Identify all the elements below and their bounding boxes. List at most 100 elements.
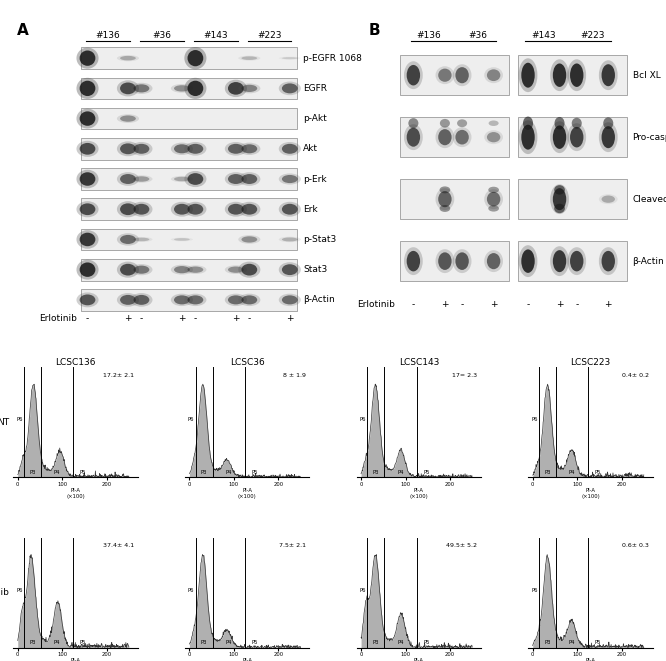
Ellipse shape [279,202,301,217]
Ellipse shape [171,237,193,241]
Ellipse shape [131,202,153,217]
Ellipse shape [279,81,301,95]
Text: -: - [460,300,464,309]
Text: A: A [17,22,29,38]
Ellipse shape [279,262,301,277]
Ellipse shape [80,173,95,186]
Ellipse shape [120,295,136,305]
Ellipse shape [77,48,99,69]
Ellipse shape [184,78,206,99]
Text: P4: P4 [569,469,575,475]
Ellipse shape [131,293,153,307]
FancyBboxPatch shape [81,168,296,190]
Ellipse shape [279,237,301,242]
Ellipse shape [550,59,569,91]
Ellipse shape [225,173,247,186]
Text: P6: P6 [531,588,537,593]
Text: Erk: Erk [303,205,318,214]
Ellipse shape [242,204,257,215]
Ellipse shape [80,111,95,126]
Text: #223: #223 [257,30,282,40]
Ellipse shape [404,247,423,275]
Text: 49.5± 5.2: 49.5± 5.2 [446,543,478,549]
Ellipse shape [519,58,537,92]
Ellipse shape [484,67,503,83]
Ellipse shape [188,295,203,305]
Text: P5: P5 [80,469,87,475]
Text: P6: P6 [360,588,366,593]
Text: Cleaved-casp-3: Cleaved-casp-3 [633,194,666,204]
Ellipse shape [279,293,301,306]
Ellipse shape [570,63,583,87]
FancyBboxPatch shape [81,289,296,311]
Ellipse shape [487,132,500,142]
Ellipse shape [484,130,503,144]
Ellipse shape [438,253,452,270]
Y-axis label: NT: NT [0,418,9,427]
Ellipse shape [282,295,298,305]
Ellipse shape [188,204,203,215]
Ellipse shape [120,143,136,154]
Ellipse shape [242,295,257,305]
Ellipse shape [484,251,503,272]
Text: #136: #136 [95,30,120,40]
Ellipse shape [242,264,257,276]
Ellipse shape [599,122,617,152]
Ellipse shape [238,56,260,61]
Text: -: - [194,314,197,323]
Ellipse shape [488,206,499,212]
Ellipse shape [487,69,500,81]
Ellipse shape [184,47,206,69]
Ellipse shape [174,266,190,273]
Ellipse shape [407,251,420,272]
Ellipse shape [134,204,149,215]
Ellipse shape [521,63,535,88]
FancyBboxPatch shape [518,241,627,282]
Ellipse shape [553,250,566,272]
Ellipse shape [279,173,301,184]
Text: +: + [178,314,186,323]
Ellipse shape [174,204,190,215]
Ellipse shape [519,120,537,154]
Ellipse shape [184,142,206,155]
Ellipse shape [131,142,153,155]
Ellipse shape [521,249,535,273]
FancyBboxPatch shape [81,259,296,280]
Ellipse shape [438,129,452,145]
Ellipse shape [117,173,139,186]
Ellipse shape [453,64,472,86]
Ellipse shape [131,83,153,94]
Ellipse shape [80,50,95,66]
Text: +: + [232,314,240,323]
Ellipse shape [80,262,95,277]
Ellipse shape [120,116,136,122]
Ellipse shape [228,144,244,154]
Ellipse shape [456,130,469,145]
FancyBboxPatch shape [400,117,509,157]
Text: β-Actin: β-Actin [633,256,665,266]
Ellipse shape [80,204,95,215]
FancyBboxPatch shape [400,55,509,95]
Ellipse shape [184,171,206,187]
Text: -: - [140,314,143,323]
Text: #136: #136 [417,30,442,40]
Ellipse shape [120,56,136,60]
Ellipse shape [242,236,257,243]
X-axis label: PI-A
(×100): PI-A (×100) [410,658,428,661]
Text: P5: P5 [595,640,601,645]
Text: P3: P3 [201,469,207,475]
Ellipse shape [225,142,247,155]
Text: P3: P3 [29,640,35,645]
Ellipse shape [487,192,500,206]
Ellipse shape [188,144,203,154]
Ellipse shape [77,108,99,128]
Ellipse shape [456,67,469,83]
Ellipse shape [550,246,569,276]
FancyBboxPatch shape [81,108,296,130]
Ellipse shape [408,118,418,128]
FancyBboxPatch shape [518,117,627,157]
Ellipse shape [282,144,298,154]
Text: P4: P4 [569,640,575,645]
Ellipse shape [603,118,613,129]
Ellipse shape [599,247,617,275]
